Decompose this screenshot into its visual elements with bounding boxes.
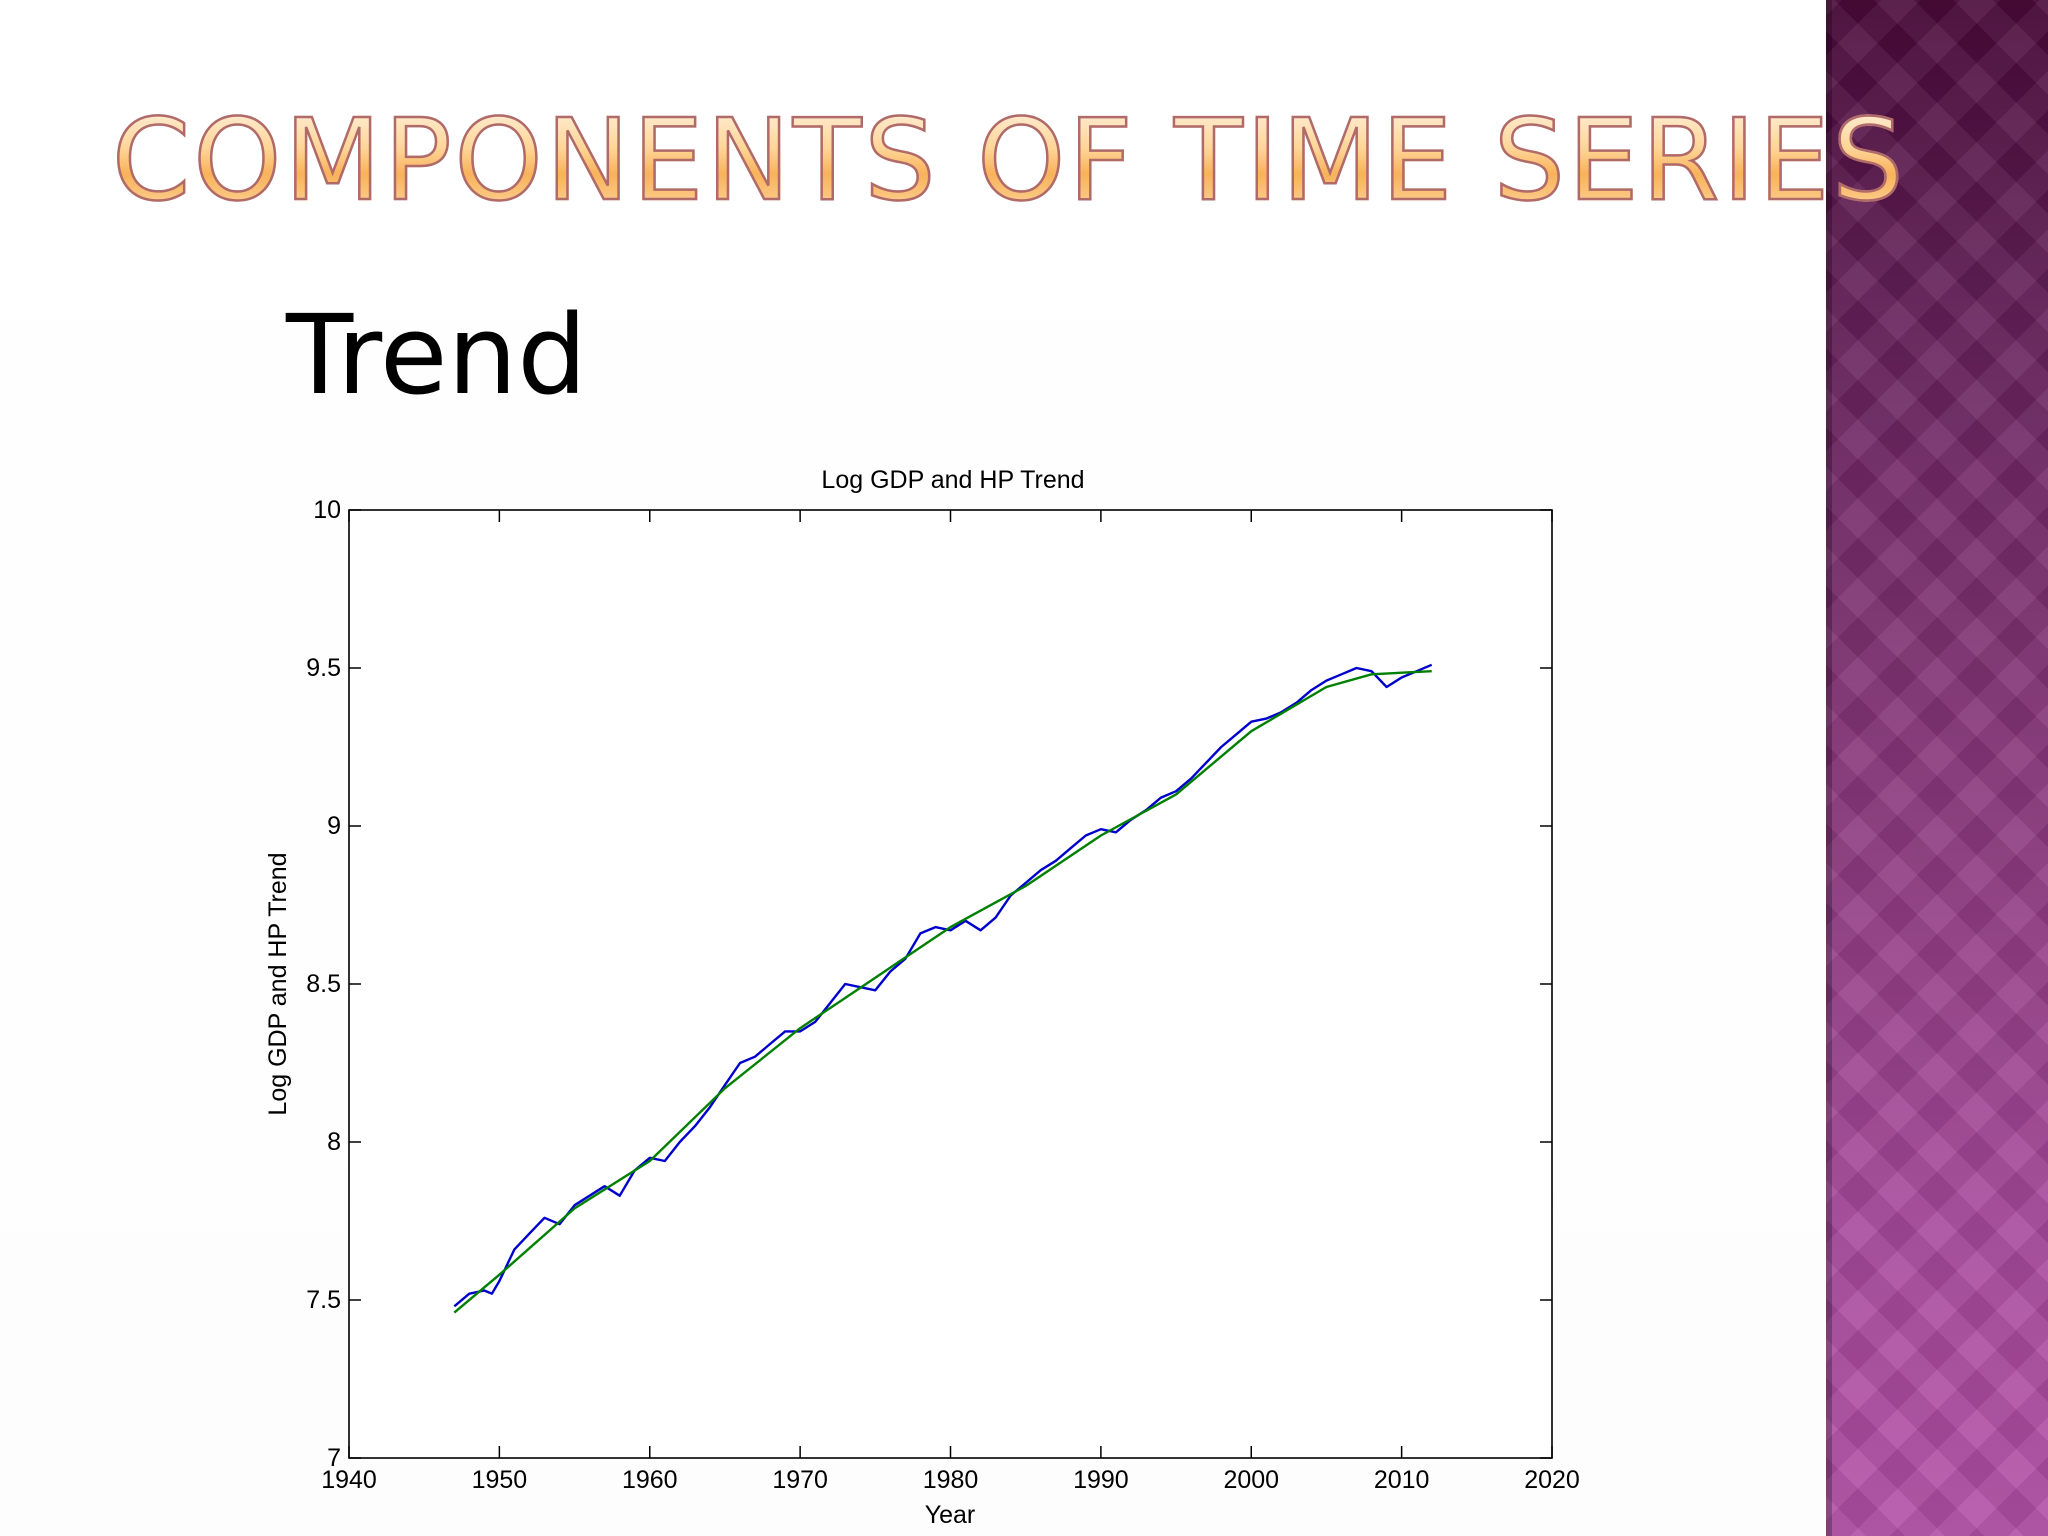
slide-title: Components of Time Series (111, 95, 1907, 228)
series-line-hp-trend (453, 670, 1432, 1314)
x-axis-tick-labels: 1940 1950 1960 1970 1980 1990 2000 2010 2020 (321, 1466, 1580, 1494)
x-tick-label: 2010 (1374, 1466, 1430, 1494)
y-tick-label: 7 (327, 1444, 341, 1472)
series-line-log-gdp (453, 663, 1433, 1308)
y-tick-label: 9.5 (306, 654, 341, 682)
y-tick-label: 9 (327, 812, 341, 840)
decorative-side-band (1826, 0, 2048, 1536)
y-tick-label: 10 (313, 496, 341, 524)
x-tick-label: 1960 (622, 1466, 678, 1494)
y-tick-label: 7.5 (306, 1286, 341, 1314)
plot-frame (348, 509, 1553, 1459)
axis-ticks (348, 509, 1553, 1459)
chart-title: Log GDP and HP Trend (821, 466, 1084, 494)
slide-subtitle: Trend (286, 291, 588, 419)
y-tick-label: 8 (327, 1128, 341, 1156)
series-layer (453, 663, 1433, 1314)
y-axis-label: Log GDP and HP Trend (264, 852, 292, 1115)
x-axis-label: Year (925, 1501, 976, 1529)
x-tick-label: 1950 (472, 1466, 528, 1494)
line-chart: Log GDP and HP Trend 1940 1950 1960 1970 198… (264, 466, 1580, 1529)
y-axis-tick-labels: 7 7.5 8 8.5 9 9.5 10 (306, 496, 341, 1472)
y-tick-label: 8.5 (306, 970, 341, 998)
slide-title-text: Components of Time Series (111, 95, 1907, 228)
x-tick-label: 1940 (321, 1466, 377, 1494)
x-tick-label: 2000 (1223, 1466, 1279, 1494)
x-tick-label: 2020 (1524, 1466, 1580, 1494)
x-tick-label: 1970 (772, 1466, 828, 1494)
x-tick-label: 1980 (923, 1466, 979, 1494)
x-tick-label: 1990 (1073, 1466, 1129, 1494)
